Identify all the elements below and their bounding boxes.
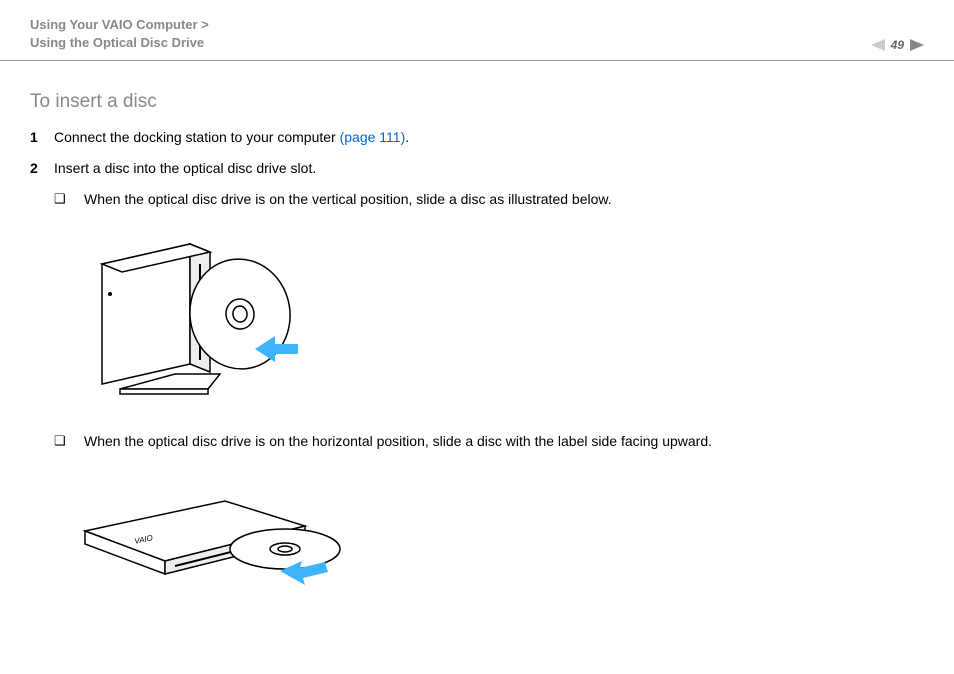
step-text: Connect the docking station to your comp… [54,127,924,148]
substep-row: ❑ When the optical disc drive is on the … [54,431,924,452]
section-title: To insert a disc [30,91,924,113]
page-nav: 49 [871,38,924,52]
breadcrumb: Using Your VAIO Computer > Using the Opt… [30,16,209,52]
breadcrumb-line-2: Using the Optical Disc Drive [30,34,209,52]
breadcrumb-line-1: Using Your VAIO Computer > [30,16,209,34]
bullet-icon: ❑ [54,431,84,452]
step-number: 2 [30,158,54,179]
step-number: 1 [30,127,54,148]
step-text-before: Connect the docking station to your comp… [54,129,340,145]
illustration-vertical-drive [80,234,924,407]
substep-row: ❑ When the optical disc drive is on the … [54,189,924,210]
step-text: Insert a disc into the optical disc driv… [54,158,924,179]
substep-text: When the optical disc drive is on the ve… [84,189,612,210]
bullet-icon: ❑ [54,189,84,210]
page-header: Using Your VAIO Computer > Using the Opt… [0,0,954,61]
page-content: To insert a disc 1 Connect the docking s… [0,61,954,591]
substep-text: When the optical disc drive is on the ho… [84,431,712,452]
step-text-after: . [405,129,409,145]
page-number: 49 [891,38,904,52]
illustration-horizontal-drive: VAIO [80,476,924,591]
next-page-arrow-icon[interactable] [910,39,924,51]
prev-page-arrow-icon[interactable] [871,39,885,51]
page-link[interactable]: (page 111) [340,129,406,145]
step-row: 1 Connect the docking station to your co… [30,127,924,148]
step-row: 2 Insert a disc into the optical disc dr… [30,158,924,179]
